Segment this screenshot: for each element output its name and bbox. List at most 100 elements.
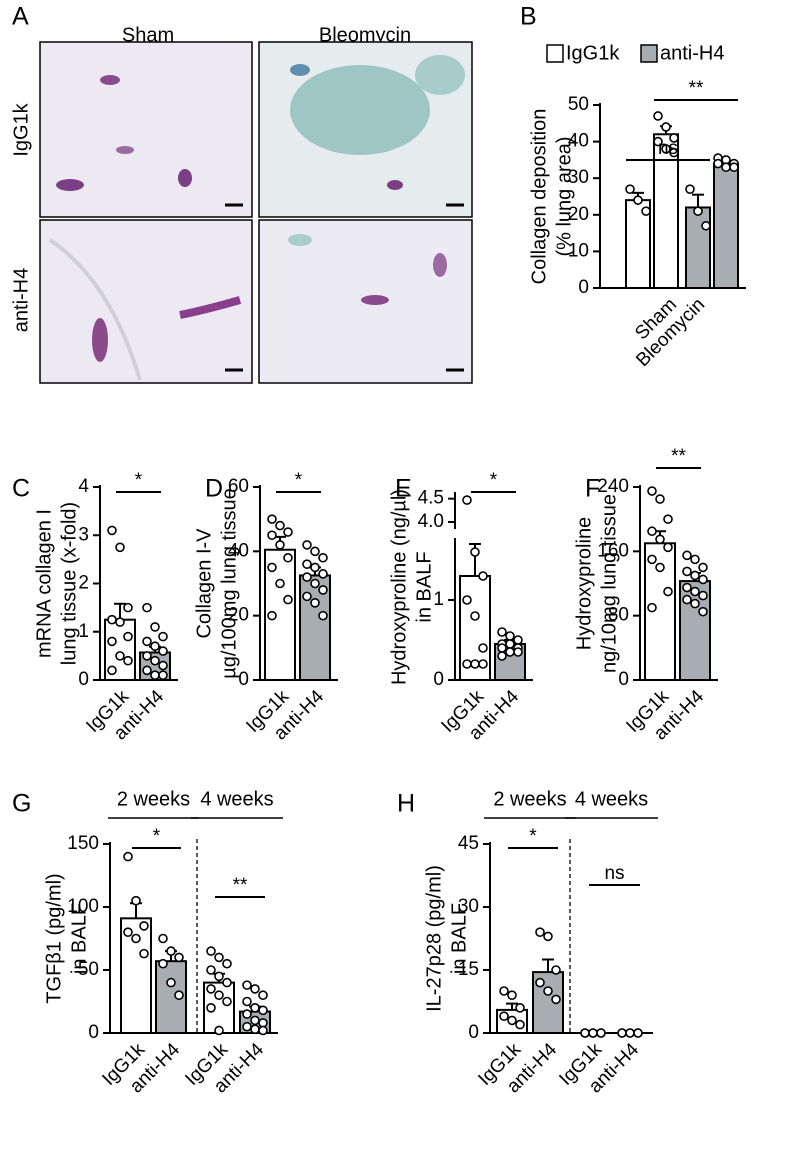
data-point: [242, 1009, 252, 1019]
y-tick-label: 1: [433, 589, 444, 610]
y-tick-label: 10: [568, 240, 589, 261]
data-point: [543, 986, 553, 996]
data-point: [682, 566, 692, 577]
significance-label: ns: [604, 863, 624, 884]
y-axis-label: in BALF: [448, 903, 470, 974]
legend-swatch: [640, 44, 658, 63]
data-point: [206, 1002, 216, 1013]
data-point: [690, 570, 700, 581]
data-point: [250, 1024, 260, 1035]
data-point: [242, 1021, 252, 1032]
data-point: [478, 659, 488, 669]
data-point: [641, 206, 651, 216]
data-point: [625, 1028, 635, 1038]
data-point: [310, 562, 320, 573]
y-axis-label: Hydroxyproline (ng/µl): [388, 489, 410, 685]
data-point: [505, 639, 515, 649]
data-point: [543, 931, 553, 942]
y-tick-label: 0: [78, 669, 89, 690]
data-point: [551, 965, 561, 975]
data-point: [258, 990, 268, 1001]
data-point: [158, 958, 168, 969]
data-point: [698, 562, 708, 573]
data-point: [150, 641, 160, 652]
bar: [713, 162, 739, 289]
data-point: [214, 1025, 224, 1036]
y-tick-label: 0: [238, 669, 249, 690]
data-point: [275, 520, 285, 531]
data-point: [250, 984, 260, 994]
y-tick-label: 150: [67, 833, 99, 854]
y-tick-label: 20: [228, 605, 249, 626]
data-point: [655, 562, 665, 573]
panel-letter: D: [205, 475, 223, 503]
data-point: [729, 162, 739, 173]
data-point: [478, 571, 488, 581]
data-point: [690, 586, 700, 597]
y-axis-label: ng/10mg lung tissue: [598, 494, 620, 673]
y-tick-label: 240: [597, 476, 629, 497]
data-point: [107, 614, 117, 625]
y-axis-label: µg/100mg lung tissue: [218, 488, 240, 679]
y-tick-label: 30: [568, 167, 589, 188]
data-point: [580, 1028, 590, 1038]
y-tick-label: 0: [578, 277, 589, 298]
column-label: Sham: [122, 24, 174, 46]
data-point: [107, 525, 117, 536]
y-axis-label: mRNA collagen I: [33, 509, 55, 658]
data-point: [242, 996, 252, 1007]
data-point: [158, 933, 168, 944]
data-point: [515, 1002, 525, 1013]
data-point: [497, 643, 507, 653]
data-point: [663, 542, 673, 553]
data-point: [505, 631, 515, 641]
data-point: [131, 933, 141, 944]
data-point: [166, 977, 176, 988]
y-tick-label: 4: [78, 476, 89, 497]
data-point: [669, 133, 679, 143]
y-axis-label: (% lung area): [553, 136, 575, 256]
data-point: [713, 158, 723, 169]
data-point: [107, 665, 117, 676]
significance-label: **: [233, 875, 248, 896]
data-point: [551, 994, 561, 1005]
data-point: [250, 1015, 260, 1026]
data-point: [107, 636, 117, 647]
data-point: [250, 1002, 260, 1013]
data-point: [142, 651, 152, 661]
data-point: [123, 927, 133, 938]
data-point: [302, 572, 312, 582]
panel-letter: A: [12, 3, 29, 31]
y-tick-label: 60: [228, 476, 249, 497]
y-axis-label: lung tissue (x-fold): [58, 502, 80, 665]
y-tick-label: 45: [458, 833, 479, 854]
data-point: [222, 996, 232, 1007]
micrograph: [39, 219, 253, 384]
data-point: [242, 980, 252, 990]
data-point: [283, 594, 293, 605]
y-tick-label: 50: [568, 94, 589, 115]
data-point: [123, 631, 133, 642]
legend-swatch: [546, 44, 564, 63]
data-point: [698, 574, 708, 585]
significance-label: **: [689, 78, 704, 99]
data-point: [497, 651, 507, 661]
data-point: [258, 1025, 268, 1036]
significance-label: *: [135, 470, 143, 491]
data-point: [115, 542, 125, 553]
significance-label: *: [295, 470, 303, 491]
data-point: [661, 122, 671, 132]
data-point: [661, 144, 671, 154]
data-point: [698, 590, 708, 601]
y-tick-label: 0: [433, 669, 444, 690]
data-point: [647, 486, 657, 496]
data-point: [462, 595, 472, 605]
data-point: [462, 659, 472, 669]
data-point: [535, 977, 545, 988]
group-label: 2 weeks: [493, 788, 566, 810]
data-point: [505, 647, 515, 657]
data-point: [507, 990, 517, 1001]
data-point: [698, 606, 708, 617]
data-point: [655, 494, 665, 504]
